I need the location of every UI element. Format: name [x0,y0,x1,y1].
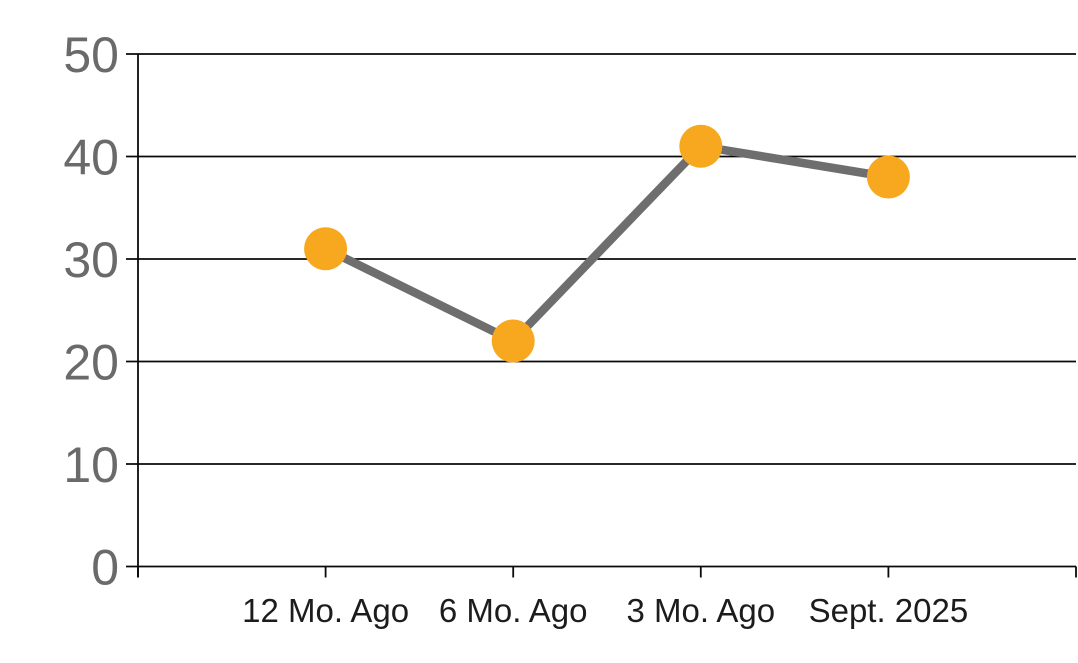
data-point [866,155,910,199]
x-tick-label: 12 Mo. Ago [242,592,409,629]
y-tick-label: 50 [63,27,119,83]
x-tick-label: Sept. 2025 [809,592,969,629]
x-tick-label: 3 Mo. Ago [626,592,775,629]
y-tick-label: 30 [63,232,119,288]
y-tick-label: 0 [91,540,119,596]
data-line [321,141,893,347]
y-tick-label: 40 [63,130,119,186]
data-point [304,227,348,271]
data-point [491,319,535,363]
x-tick-label: 6 Mo. Ago [439,592,588,629]
y-tick-label: 20 [63,335,119,391]
y-tick-label: 10 [63,437,119,493]
data-point [679,124,723,168]
